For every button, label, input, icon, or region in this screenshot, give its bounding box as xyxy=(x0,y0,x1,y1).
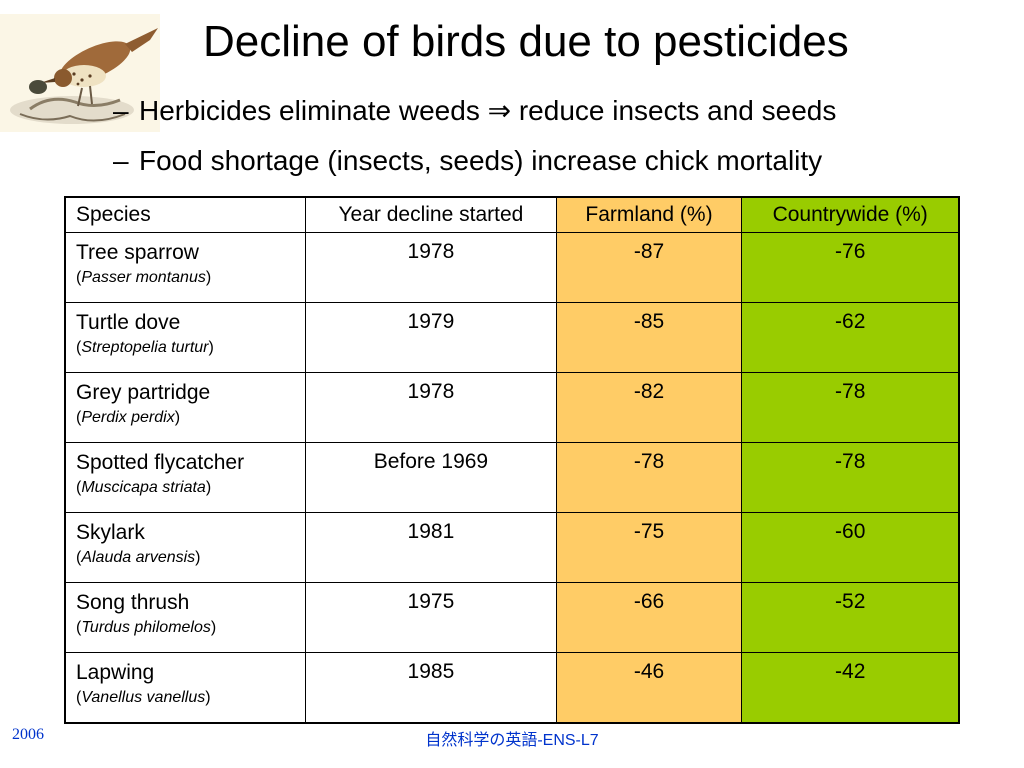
bullet-text: Food shortage (insects, seeds) increase … xyxy=(139,145,823,176)
bullet-item: – Herbicides eliminate weeds ⇒ reduce in… xyxy=(113,86,836,136)
species-cell: Grey partridge (Perdix perdix) xyxy=(64,372,307,443)
farmland-cell: -66 xyxy=(555,582,743,653)
countrywide-cell: -78 xyxy=(741,442,960,513)
countrywide-cell: -60 xyxy=(741,512,960,583)
species-common-name: Grey partridge xyxy=(76,381,211,404)
bird-illustration-icon xyxy=(0,14,160,132)
farmland-cell: -87 xyxy=(555,232,743,303)
species-scientific-name: (Passer montanus) xyxy=(76,269,212,286)
species-common-name: Song thrush xyxy=(76,591,190,614)
table-row: Skylark (Alauda arvensis) 1981 -75 -60 xyxy=(64,512,960,583)
species-common-name: Tree sparrow xyxy=(76,241,199,264)
table-row: Spotted flycatcher (Muscicapa striata) B… xyxy=(64,442,960,513)
countrywide-cell: -78 xyxy=(741,372,960,443)
species-scientific-name: (Alauda arvensis) xyxy=(76,549,201,566)
header-species: Species xyxy=(64,196,307,233)
table-row: Turtle dove (Streptopelia turtur) 1979 -… xyxy=(64,302,960,373)
farmland-cell: -78 xyxy=(555,442,743,513)
species-cell: Lapwing (Vanellus vanellus) xyxy=(64,652,307,724)
footer-course-label: 自然科学の英語-ENS-L7 xyxy=(425,732,599,749)
species-cell: Spotted flycatcher (Muscicapa striata) xyxy=(64,442,307,513)
bullet-dash: – xyxy=(113,95,129,126)
table-row: Tree sparrow (Passer montanus) 1978 -87 … xyxy=(64,232,960,303)
species-common-name: Lapwing xyxy=(76,661,155,684)
farmland-cell: -75 xyxy=(555,512,743,583)
year-cell: Before 1969 xyxy=(305,442,557,513)
species-cell: Tree sparrow (Passer montanus) xyxy=(64,232,307,303)
header-countrywide: Countrywide (%) xyxy=(741,196,960,233)
table-row: Song thrush (Turdus philomelos) 1975 -66… xyxy=(64,582,960,653)
bullet-list: – Herbicides eliminate weeds ⇒ reduce in… xyxy=(113,86,836,186)
year-cell: 1978 xyxy=(305,372,557,443)
footer-year: 2006 xyxy=(12,726,44,743)
species-scientific-name: (Muscicapa striata) xyxy=(76,479,212,496)
species-scientific-name: (Streptopelia turtur) xyxy=(76,339,214,356)
table-row: Lapwing (Vanellus vanellus) 1985 -46 -42 xyxy=(64,652,960,724)
year-cell: 1985 xyxy=(305,652,557,724)
species-scientific-name: (Perdix perdix) xyxy=(76,409,181,426)
farmland-cell: -85 xyxy=(555,302,743,373)
table-header-row: Species Year decline started Farmland (%… xyxy=(64,196,960,233)
species-cell: Skylark (Alauda arvensis) xyxy=(64,512,307,583)
farmland-cell: -46 xyxy=(555,652,743,724)
species-common-name: Spotted flycatcher xyxy=(76,451,245,474)
countrywide-cell: -42 xyxy=(741,652,960,724)
year-cell: 1979 xyxy=(305,302,557,373)
countrywide-cell: -62 xyxy=(741,302,960,373)
bullet-text: Herbicides eliminate weeds ⇒ reduce inse… xyxy=(139,95,837,126)
countrywide-cell: -76 xyxy=(741,232,960,303)
species-common-name: Skylark xyxy=(76,521,145,544)
farmland-cell: -82 xyxy=(555,372,743,443)
species-common-name: Turtle dove xyxy=(76,311,181,334)
slide-title: Decline of birds due to pesticides xyxy=(203,17,849,66)
bullet-dash: – xyxy=(113,145,129,176)
year-cell: 1981 xyxy=(305,512,557,583)
bird-decline-table: Species Year decline started Farmland (%… xyxy=(64,196,960,724)
table-row: Grey partridge (Perdix perdix) 1978 -82 … xyxy=(64,372,960,443)
species-scientific-name: (Turdus philomelos) xyxy=(76,619,217,636)
species-cell: Turtle dove (Streptopelia turtur) xyxy=(64,302,307,373)
species-scientific-name: (Vanellus vanellus) xyxy=(76,689,211,706)
year-cell: 1975 xyxy=(305,582,557,653)
year-cell: 1978 xyxy=(305,232,557,303)
species-cell: Song thrush (Turdus philomelos) xyxy=(64,582,307,653)
bullet-item: – Food shortage (insects, seeds) increas… xyxy=(113,136,836,186)
countrywide-cell: -52 xyxy=(741,582,960,653)
header-year: Year decline started xyxy=(305,196,557,233)
header-farmland: Farmland (%) xyxy=(555,196,743,233)
